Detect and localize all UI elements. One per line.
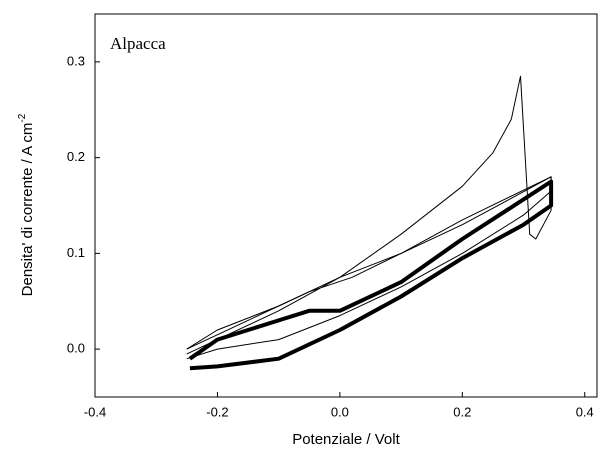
x-tick-label: -0.4 bbox=[84, 404, 106, 419]
annotation: Alpacca bbox=[110, 34, 166, 53]
x-tick-label: -0.2 bbox=[206, 404, 228, 419]
x-tick-label: 0.4 bbox=[576, 404, 594, 419]
y-axis-label-superscript: -2 bbox=[17, 113, 28, 122]
y-tick-label: 0.3 bbox=[67, 53, 85, 68]
x-tick-label: 0.0 bbox=[331, 404, 349, 419]
y-tick-label: 0.2 bbox=[67, 149, 85, 164]
x-axis-label: Potenziale / Volt bbox=[292, 431, 400, 448]
y-tick-label: 0.1 bbox=[67, 245, 85, 260]
x-tick-label: 0.2 bbox=[453, 404, 471, 419]
plot-frame bbox=[94, 13, 598, 398]
y-axis-label: Densita' di corrente / A cm-2 bbox=[17, 113, 36, 296]
data-line bbox=[188, 179, 554, 371]
y-axis-label-group: Densita' di corrente / A cm-2 bbox=[17, 113, 36, 296]
y-tick-label: 0.0 bbox=[67, 341, 85, 356]
